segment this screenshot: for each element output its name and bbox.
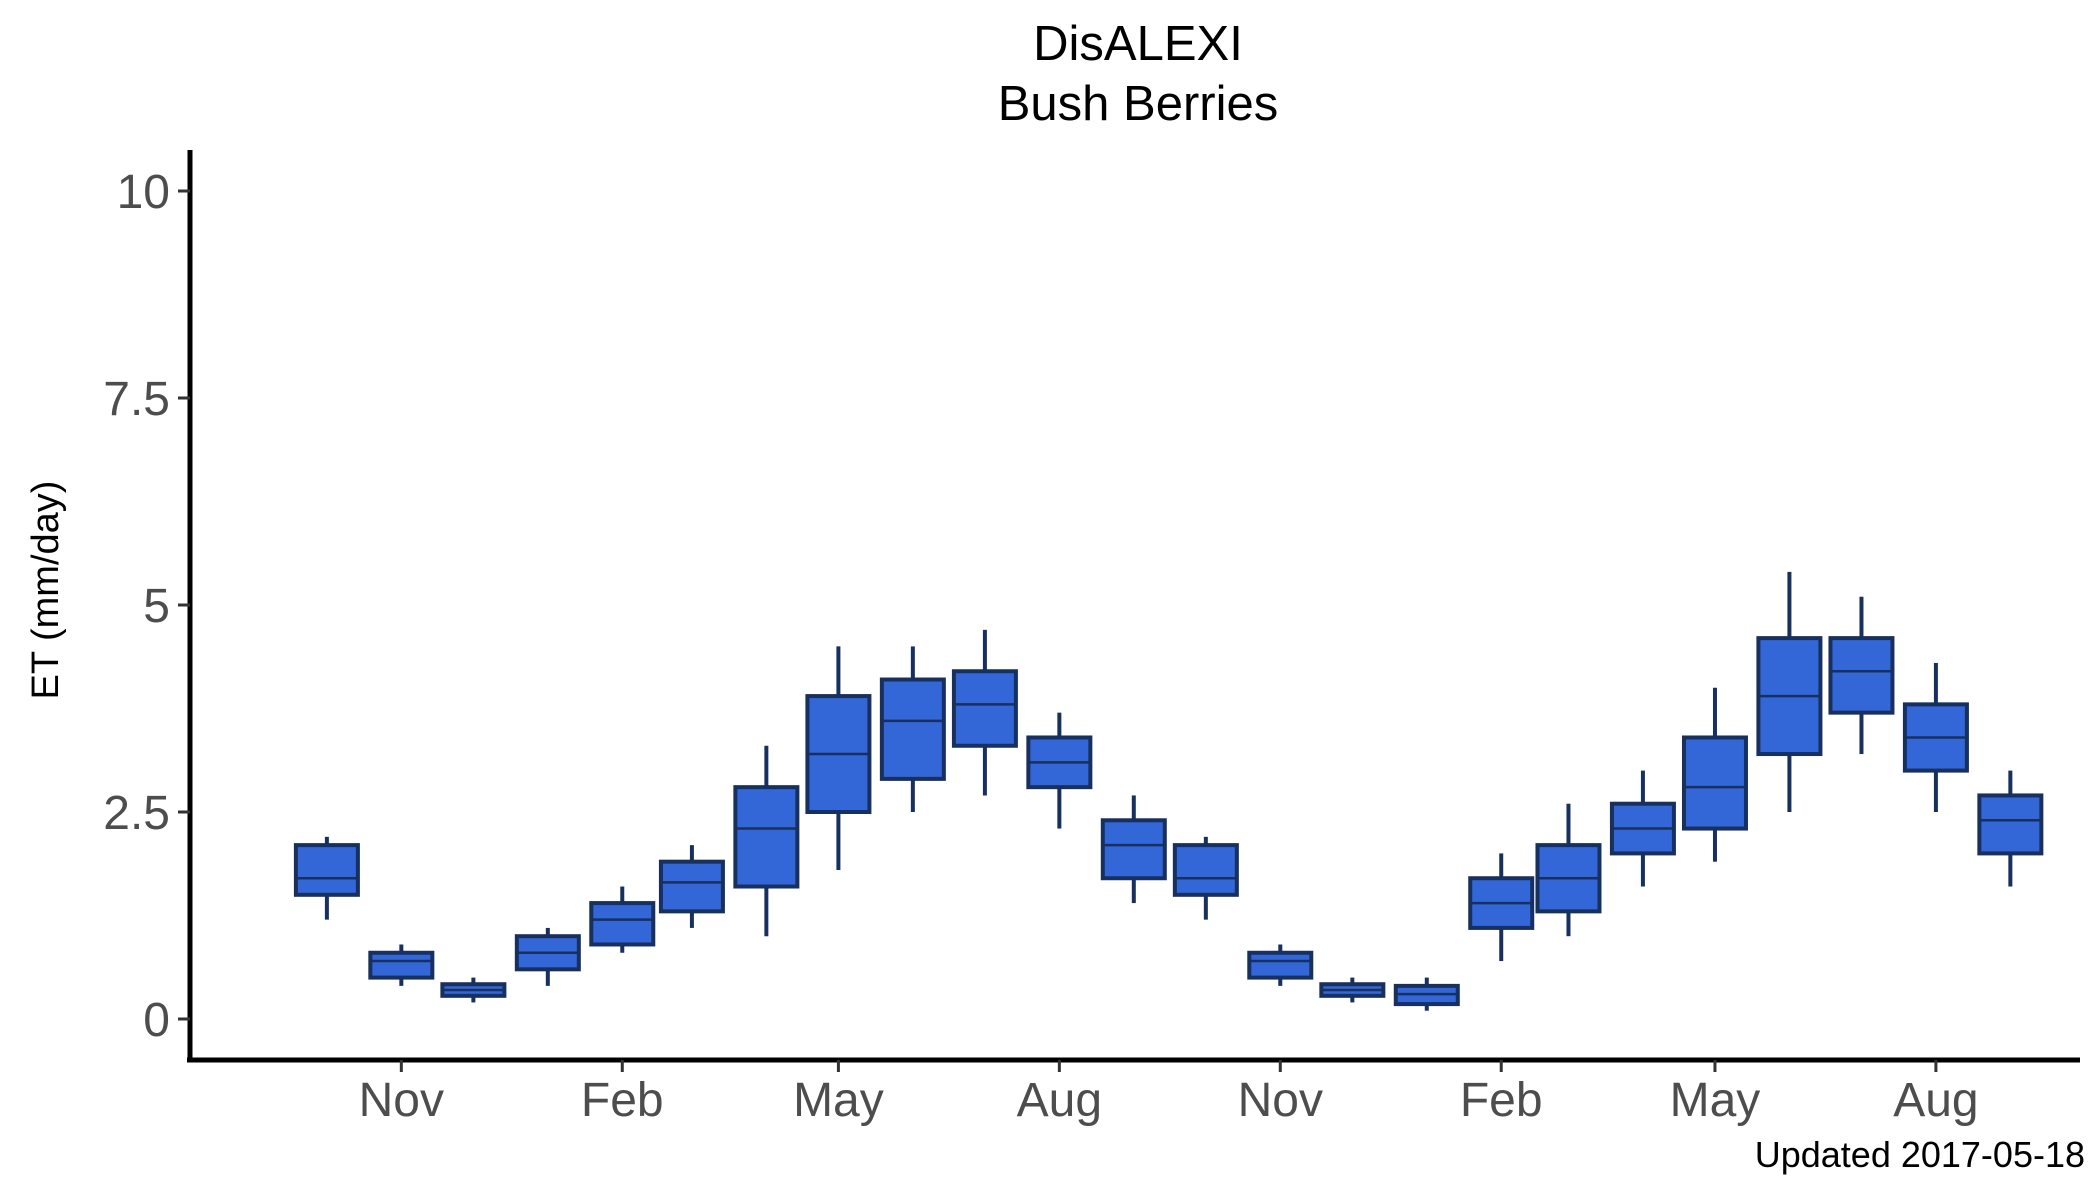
box-2017-05-01 — [1681, 687, 1748, 862]
updated-caption: Updated 2017-05-18 — [1755, 1134, 2085, 1175]
iqr-box — [1247, 950, 1314, 980]
iqr-box — [1977, 793, 2044, 856]
box-2017-04-01 — [1609, 770, 1676, 887]
box-2015-10-01 — [293, 836, 360, 920]
plot-area — [293, 571, 2044, 1011]
chart-subtitle: Bush Berries — [998, 77, 1279, 131]
y-tick-label: 0 — [143, 994, 170, 1047]
iqr-box — [1172, 843, 1239, 897]
y-tick-label: 7.5 — [103, 373, 170, 426]
y-axis-title: ET (mm/day) — [25, 481, 67, 700]
box-2017-02-01 — [1468, 853, 1535, 962]
iqr-box — [879, 677, 946, 781]
box-2016-06-01 — [879, 646, 946, 812]
box-2016-10-01 — [1172, 836, 1239, 920]
x-axis-ticks: Nov Feb May Aug Nov Feb May Aug — [359, 1060, 1979, 1127]
box-2016-07-01 — [951, 629, 1018, 796]
box-2016-09-01 — [1100, 795, 1167, 904]
x-tick-label: Feb — [581, 1074, 664, 1127]
box-2017-08-01 — [1902, 662, 1969, 812]
x-tick-label: May — [793, 1074, 884, 1127]
box-2017-07-01 — [1828, 596, 1895, 755]
box-2016-02-01 — [589, 886, 656, 953]
iqr-box — [293, 843, 360, 897]
box-2016-01-01 — [514, 927, 581, 986]
iqr-box — [1100, 818, 1167, 881]
iqr-box — [733, 785, 800, 889]
x-tick-label: Aug — [1017, 1074, 1102, 1127]
box-2016-11-01 — [1247, 944, 1314, 986]
box-2015-12-01 — [440, 977, 507, 1003]
box-2015-11-01 — [368, 944, 435, 986]
y-tick-label: 2.5 — [103, 787, 170, 840]
box-2016-05-01 — [805, 646, 872, 870]
box-2017-09-01 — [1977, 770, 2044, 887]
iqr-box — [368, 950, 435, 980]
box-2016-08-01 — [1026, 712, 1093, 829]
chart-title: DisALEXI — [1033, 17, 1243, 71]
box-2016-04-01 — [733, 745, 800, 937]
y-axis-ticks: 0 2.5 5 7.5 10 — [103, 166, 190, 1047]
y-tick-label: 5 — [143, 580, 170, 633]
x-tick-label: Nov — [359, 1074, 444, 1127]
box-2016-03-01 — [658, 845, 725, 928]
x-tick-label: Feb — [1460, 1074, 1543, 1127]
x-tick-label: Aug — [1893, 1074, 1978, 1127]
box-2016-12-01 — [1319, 977, 1386, 1003]
box-2017-06-01 — [1756, 571, 1823, 812]
iqr-box — [951, 669, 1018, 748]
box-2017-03-01 — [1535, 803, 1602, 937]
iqr-box — [1681, 735, 1748, 831]
iqr-box — [658, 859, 725, 914]
x-tick-label: May — [1670, 1074, 1761, 1127]
x-tick-label: Nov — [1238, 1074, 1323, 1127]
y-tick-label: 10 — [117, 166, 170, 219]
iqr-box — [589, 901, 656, 947]
box-2017-01-01 — [1393, 977, 1460, 1011]
iqr-box — [1828, 636, 1895, 715]
